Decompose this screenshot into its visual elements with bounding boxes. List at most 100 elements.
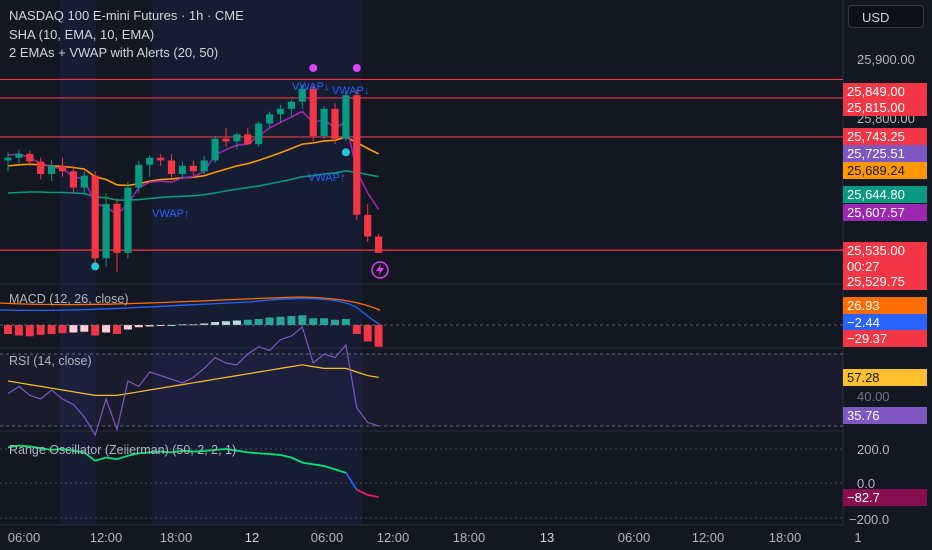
osc-tick: 0.0 bbox=[857, 476, 876, 491]
vwap-line bbox=[7, 110, 380, 216]
candle-body bbox=[353, 95, 361, 215]
rsi-tick: 40.00 bbox=[857, 389, 890, 404]
macd-histogram-bar bbox=[156, 325, 165, 326]
candle-body bbox=[255, 123, 263, 145]
range-oscillator-segment bbox=[116, 454, 129, 461]
time-axis-label: 18:00 bbox=[768, 530, 802, 545]
macd-histogram-bar bbox=[102, 325, 111, 333]
rsi-value-tag[interactable]: 35.76 bbox=[843, 407, 927, 424]
price-tag[interactable]: 25,535.00 bbox=[843, 242, 927, 259]
price-tag[interactable]: 25,689.24 bbox=[843, 162, 927, 179]
rsi-ma-tag[interactable]: 57.28 bbox=[843, 369, 927, 386]
macd-histogram-tag[interactable]: −29.37 bbox=[843, 330, 927, 347]
candle-body bbox=[266, 114, 274, 124]
macd-histogram-bar bbox=[374, 325, 383, 347]
range-oscillator-segment bbox=[138, 451, 150, 455]
symbol-title[interactable]: NASDAQ 100 E-mini Futures · 1h · CME bbox=[9, 8, 244, 23]
macd-label[interactable]: MACD (12, 26, close) bbox=[9, 292, 129, 306]
price-tag[interactable]: 25,815.00 bbox=[843, 99, 927, 116]
indicator-ema-vwap-label[interactable]: 2 EMAs + VWAP with Alerts (20, 50) bbox=[9, 45, 219, 60]
range-oscillator-segment bbox=[258, 452, 270, 455]
last-price: 25,529.75 bbox=[847, 274, 905, 289]
range-oscillator-segment bbox=[149, 450, 161, 454]
macd-histogram-bar bbox=[69, 325, 78, 333]
macd-histogram-bar bbox=[243, 319, 252, 325]
range-oscillator-label[interactable]: Range Oscillator (Zeiierman) (50, 2, 2, … bbox=[9, 443, 237, 457]
range-oscillator-segment bbox=[193, 450, 205, 453]
candle-body bbox=[102, 203, 110, 259]
price-tag[interactable]: 25,725.51 bbox=[843, 145, 927, 162]
candle-body bbox=[4, 157, 12, 161]
macd-histogram-bar bbox=[167, 325, 176, 326]
candle-body bbox=[37, 161, 45, 175]
candle-body bbox=[287, 101, 295, 109]
time-axis-label: 12:00 bbox=[376, 530, 410, 545]
macd-histogram-bar bbox=[309, 318, 318, 325]
range-oscillator-segment bbox=[236, 449, 248, 454]
osc-tick: −200.0 bbox=[849, 512, 890, 527]
range-oscillator-segment bbox=[51, 448, 63, 451]
time-axis-label: 06:00 bbox=[617, 530, 651, 545]
macd-histogram-bar bbox=[91, 325, 100, 336]
macd-histogram-bar bbox=[36, 325, 45, 335]
range-oscillator-segment bbox=[225, 448, 238, 452]
price-tag[interactable]: 25,644.80 bbox=[843, 186, 927, 203]
macd-histogram-bar bbox=[113, 325, 121, 334]
range-oscillator-segment bbox=[127, 452, 140, 457]
macd-histogram-bar bbox=[265, 317, 274, 325]
ema-slow-line bbox=[7, 169, 379, 201]
candle-body bbox=[15, 153, 23, 158]
range-oscillator-tag[interactable]: −82.7 bbox=[843, 489, 927, 506]
candle-body bbox=[113, 203, 121, 253]
range-oscillator-segment bbox=[247, 451, 259, 455]
range-oscillator-segment bbox=[160, 450, 172, 454]
macd-value-tag[interactable]: −2.44 bbox=[843, 314, 927, 331]
range-oscillator-segment bbox=[313, 463, 325, 467]
price-tag[interactable]: 25,849.00 bbox=[843, 83, 927, 100]
indicator-sha-label[interactable]: SHA (10, EMA, 10, EMA) bbox=[9, 27, 155, 42]
candle-body bbox=[200, 160, 208, 172]
signal-dot bbox=[91, 262, 100, 271]
candle-body bbox=[233, 134, 241, 142]
macd-histogram-bar bbox=[341, 319, 350, 325]
range-oscillator-segment bbox=[302, 461, 314, 466]
candle-body bbox=[167, 160, 176, 175]
range-oscillator-segment bbox=[204, 448, 216, 452]
time-axis-label: 13 bbox=[539, 530, 555, 545]
price-tag[interactable]: 25,607.57 bbox=[843, 204, 927, 221]
vwap-down-label: VWAP↓ bbox=[332, 85, 370, 97]
signal-dot bbox=[309, 64, 318, 73]
currency-button[interactable]: USD bbox=[848, 5, 924, 28]
candle-body bbox=[135, 164, 143, 188]
price-tag[interactable]: 25,743.25 bbox=[843, 128, 927, 145]
macd-histogram-bar bbox=[134, 325, 143, 328]
range-oscillator-segment bbox=[182, 449, 194, 453]
range-oscillator-segment bbox=[291, 456, 303, 464]
candle-body bbox=[298, 88, 306, 102]
candle-body bbox=[244, 134, 252, 145]
macd-signal-tag[interactable]: 26.93 bbox=[843, 297, 927, 314]
session-shade bbox=[60, 0, 96, 525]
alert-bolt-icon bbox=[376, 264, 384, 276]
range-oscillator-segment bbox=[215, 448, 227, 451]
time-axis-label: 12:00 bbox=[691, 530, 725, 545]
candle-body bbox=[146, 157, 154, 165]
rsi-label[interactable]: RSI (14, close) bbox=[9, 354, 92, 368]
vwap-down-label: VWAP↓ bbox=[292, 81, 330, 93]
candle-body bbox=[80, 175, 88, 188]
macd-histogram-bar bbox=[254, 319, 263, 325]
osc-tick: 200.0 bbox=[857, 442, 890, 457]
range-oscillator-segment bbox=[323, 465, 336, 471]
last-price-tag[interactable]: 00:27 25,529.75 bbox=[843, 259, 927, 290]
macd-histogram-bar bbox=[222, 321, 230, 325]
time-axis-label: 18:00 bbox=[452, 530, 486, 545]
candle-body bbox=[189, 165, 197, 172]
candle-body bbox=[222, 138, 230, 142]
macd-histogram-bar bbox=[14, 325, 23, 336]
rsi-ma-line bbox=[7, 364, 379, 396]
range-oscillator-segment bbox=[62, 448, 74, 452]
range-oscillator-segment bbox=[269, 453, 281, 456]
macd-histogram-bar bbox=[123, 325, 132, 330]
range-oscillator-segment bbox=[29, 445, 41, 450]
